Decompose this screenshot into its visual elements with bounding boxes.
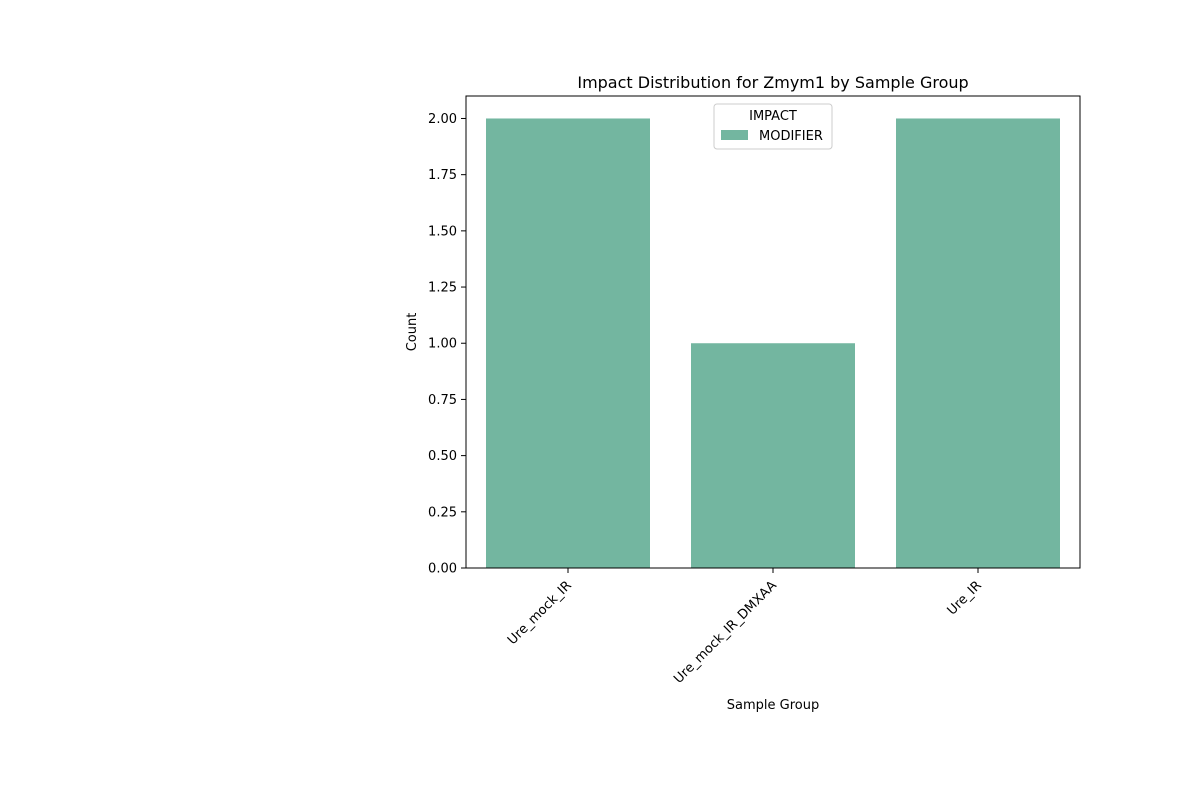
y-axis-label: Count — [405, 313, 420, 352]
y-tick-label: 0.75 — [428, 393, 457, 408]
x-axis: Ure_mock_IR Ure_mock_IR_DMXAA Ure_IR — [505, 568, 985, 687]
bar-ure-mock-ir-dmxaa — [691, 343, 855, 568]
y-tick-label: 1.50 — [428, 224, 457, 239]
y-tick-label: 0.00 — [428, 562, 457, 577]
y-tick-label: 1.00 — [428, 337, 457, 352]
y-tick-label: 0.50 — [428, 449, 457, 464]
legend-title: IMPACT — [749, 109, 797, 124]
x-axis-label: Sample Group — [727, 698, 819, 713]
legend-swatch — [721, 130, 748, 140]
legend-label: MODIFIER — [759, 129, 823, 144]
chart-title: Impact Distribution for Zmym1 by Sample … — [577, 73, 968, 92]
y-tick-label: 1.75 — [428, 168, 457, 183]
x-tick-label: Ure_mock_IR_DMXAA — [671, 578, 780, 687]
y-tick-label: 0.25 — [428, 505, 457, 520]
x-tick-label: Ure_IR — [945, 578, 985, 618]
y-axis: 0.00 0.25 0.50 0.75 1.00 1.25 1.50 1.75 2.00 — [428, 112, 466, 577]
x-tick-label: Ure_mock_IR — [505, 578, 575, 648]
bar-ure-ir — [896, 118, 1060, 568]
y-tick-label: 2.00 — [428, 112, 457, 127]
bars — [486, 118, 1060, 568]
legend: IMPACT MODIFIER — [713, 103, 833, 150]
bar-ure-mock-ir — [486, 118, 650, 568]
y-tick-label: 1.25 — [428, 281, 457, 296]
